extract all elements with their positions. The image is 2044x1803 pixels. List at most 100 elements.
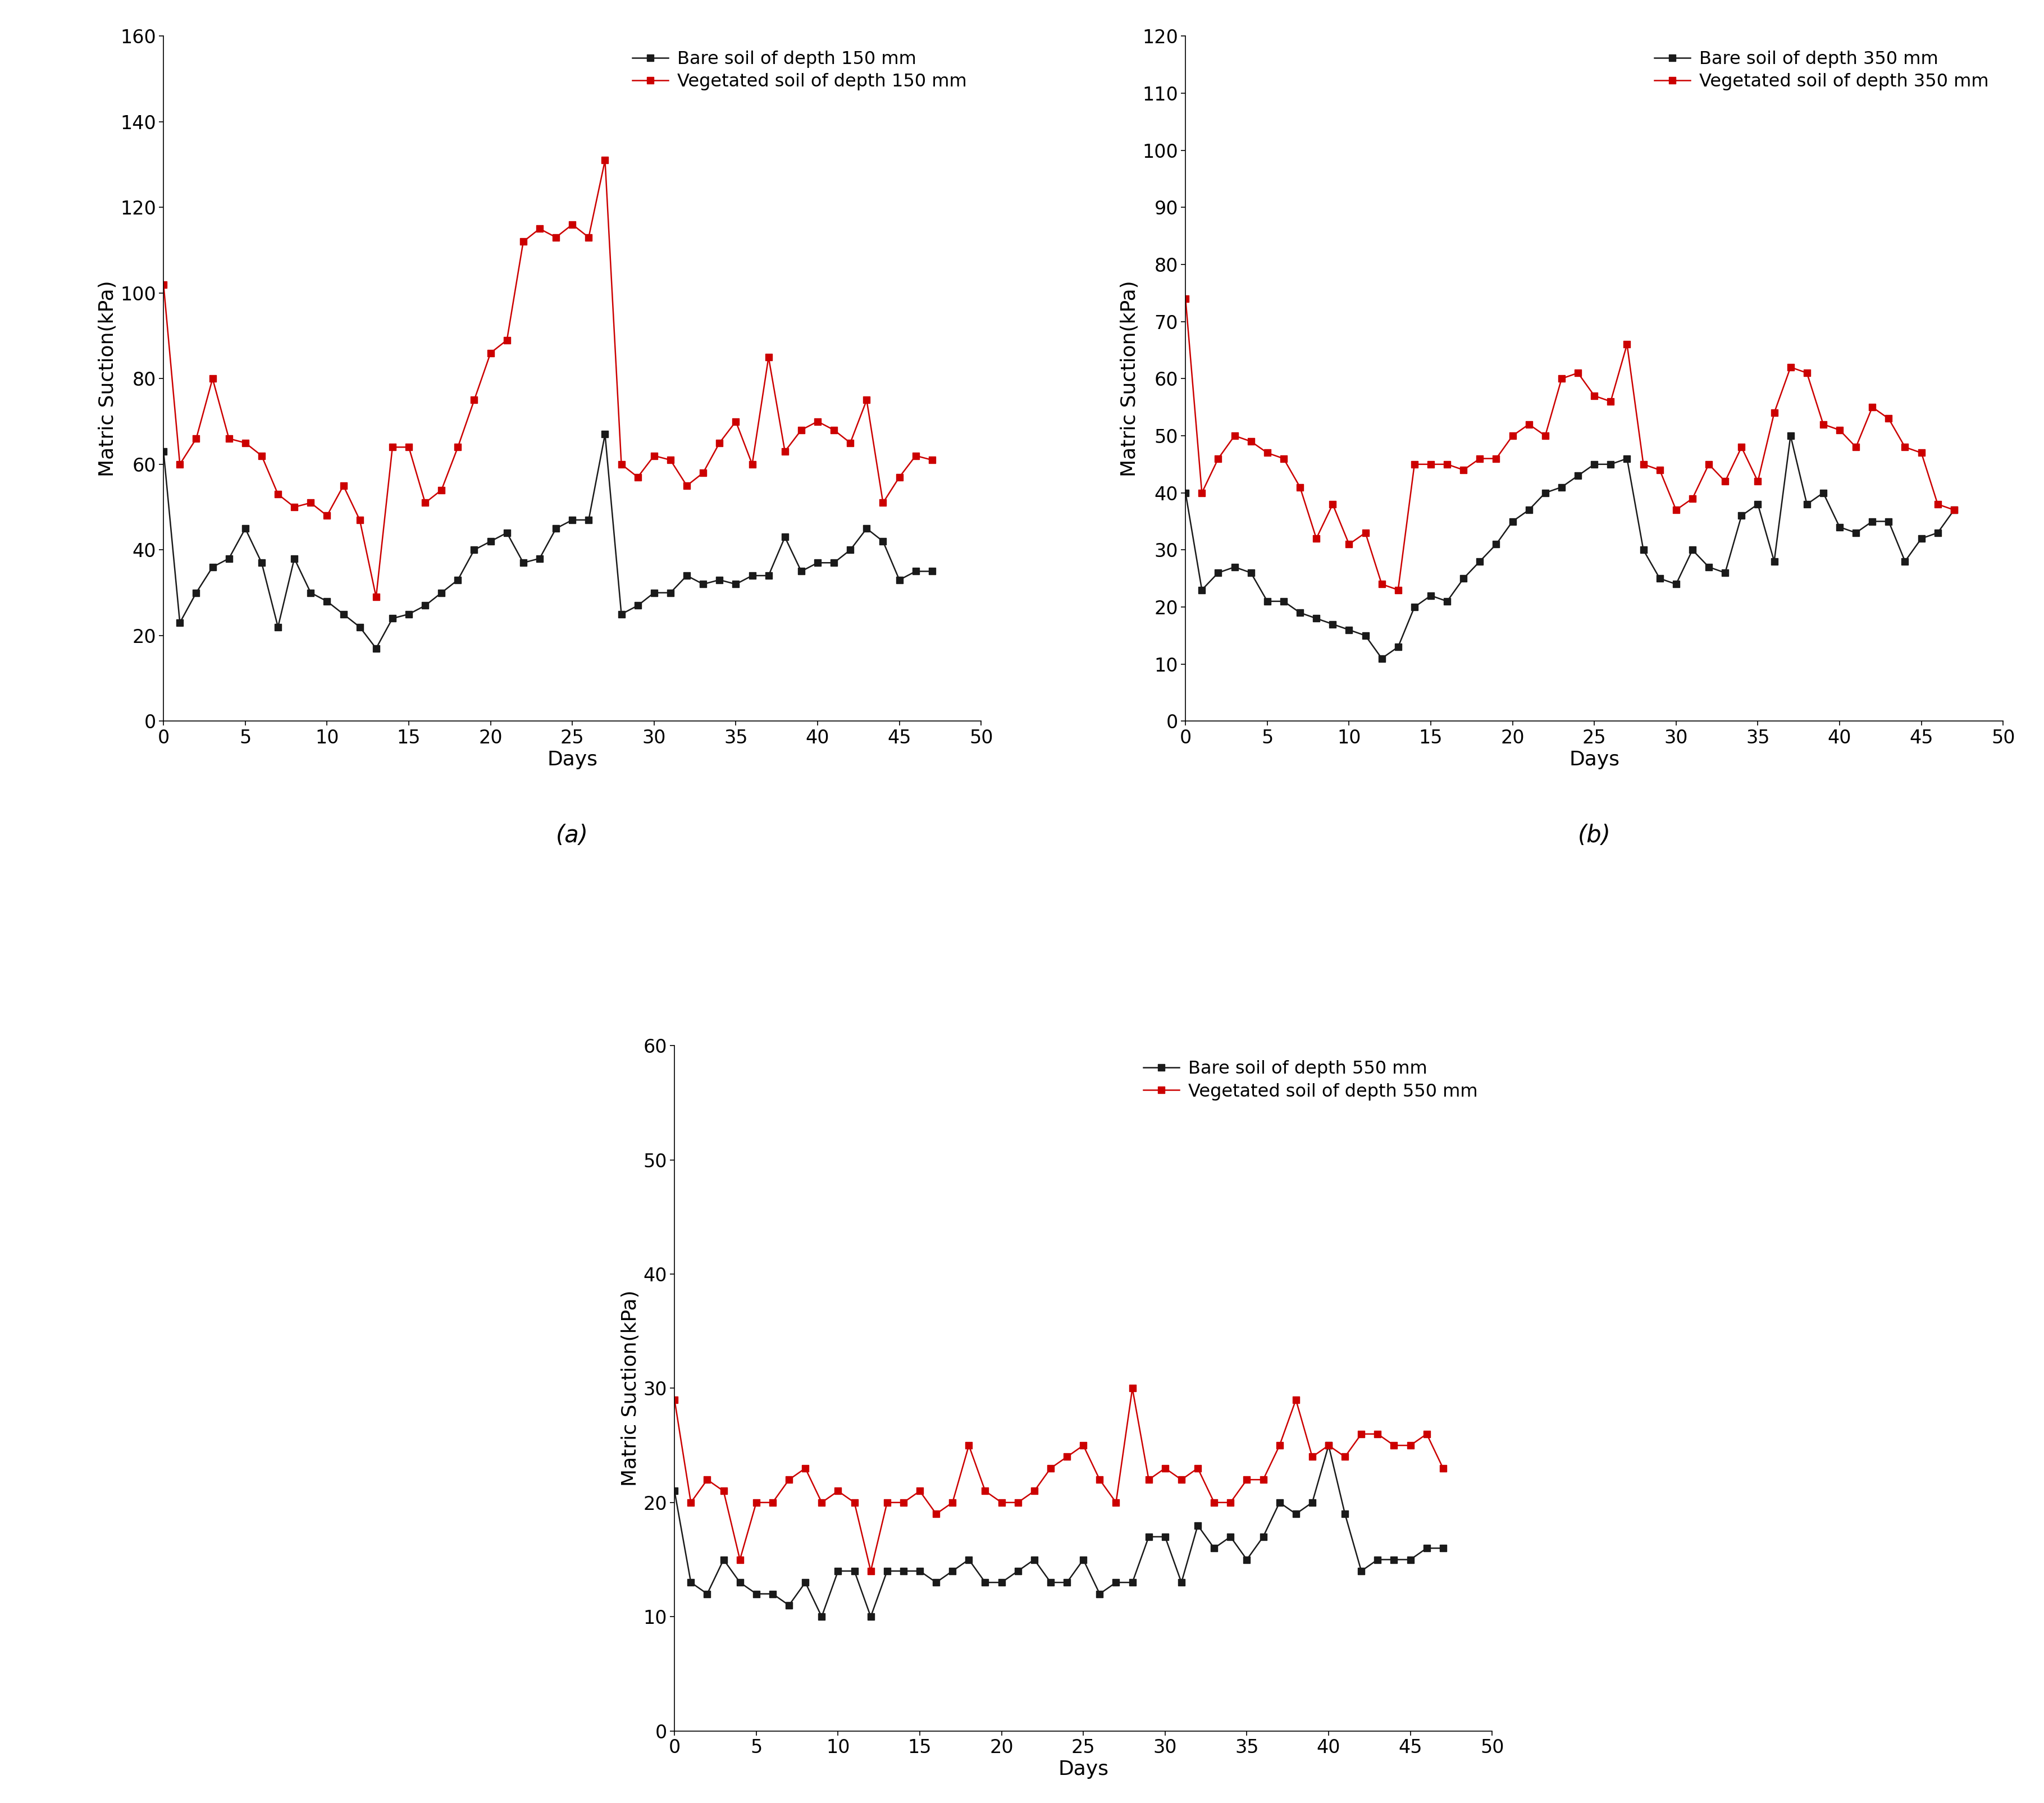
Bare soil of depth 350 mm [1582,454,1607,476]
Bare soil of depth 150 mm [462,539,486,561]
Bare soil of depth 550 mm [1284,1504,1308,1525]
Vegetated soil of depth 550 mm [1284,1388,1308,1410]
Bare soil of depth 550 mm [1071,1549,1096,1570]
Bare soil of depth 150 mm [871,530,895,552]
Bare soil of depth 550 mm [679,1572,703,1594]
Vegetated soil of depth 550 mm [1382,1435,1406,1457]
Vegetated soil of depth 150 mm [217,427,241,449]
Bare soil of depth 350 mm [1271,590,1296,611]
X-axis label: Days: Days [1059,1760,1108,1780]
Bare soil of depth 550 mm [989,1572,1014,1594]
Vegetated soil of depth 550 mm [711,1480,736,1502]
Vegetated soil of depth 550 mm [1022,1480,1047,1502]
Bare soil of depth 350 mm [1811,481,1836,503]
Bare soil of depth 150 mm [903,561,928,582]
Vegetated soil of depth 550 mm [1136,1469,1161,1491]
Bare soil of depth 350 mm [1402,597,1427,618]
Line: Bare soil of depth 150 mm: Bare soil of depth 150 mm [159,431,936,653]
Text: (a): (a) [556,824,589,847]
Legend: Bare soil of depth 150 mm, Vegetated soil of depth 150 mm: Bare soil of depth 150 mm, Vegetated soi… [628,45,973,96]
Vegetated soil of depth 350 mm [1844,436,1868,458]
Bare soil of depth 550 mm [1382,1549,1406,1570]
Bare soil of depth 150 mm [380,608,405,629]
Bare soil of depth 350 mm [1762,550,1786,572]
Bare soil of depth 150 mm [266,617,290,638]
Bare soil of depth 550 mm [908,1560,932,1581]
Bare soil of depth 350 mm [1664,573,1688,595]
Bare soil of depth 350 mm [1909,528,1934,550]
Vegetated soil of depth 350 mm [1811,413,1836,435]
Bare soil of depth 550 mm [662,1480,687,1502]
Bare soil of depth 150 mm [658,582,683,604]
Line: Bare soil of depth 550 mm: Bare soil of depth 550 mm [670,1442,1447,1621]
Bare soil of depth 150 mm [315,590,339,611]
Vegetated soil of depth 550 mm [1235,1469,1259,1491]
Bare soil of depth 150 mm [593,424,617,445]
Bare soil of depth 150 mm [773,526,797,548]
Vegetated soil of depth 350 mm [1909,442,1934,463]
Vegetated soil of depth 150 mm [609,453,634,474]
Bare soil of depth 550 mm [858,1606,883,1628]
Vegetated soil of depth 350 mm [1500,426,1525,447]
Bare soil of depth 150 mm [331,604,356,626]
Vegetated soil of depth 550 mm [826,1480,850,1502]
Vegetated soil of depth 150 mm [691,462,715,483]
Text: (b): (b) [1578,824,1611,847]
Vegetated soil of depth 150 mm [200,368,225,389]
Bare soil of depth 150 mm [347,617,372,638]
Bare soil of depth 350 mm [1598,454,1623,476]
Bare soil of depth 550 mm [1431,1538,1455,1560]
Vegetated soil of depth 350 mm [1729,436,1754,458]
Vegetated soil of depth 350 mm [1288,476,1312,498]
Bare soil of depth 150 mm [642,582,666,604]
Bare soil of depth 350 mm [1190,579,1214,600]
Vegetated soil of depth 150 mm [560,215,585,236]
Vegetated soil of depth 350 mm [1337,534,1361,555]
Vegetated soil of depth 350 mm [1631,454,1656,476]
Vegetated soil of depth 350 mm [1762,402,1786,424]
Bare soil of depth 150 mm [233,517,258,539]
Bare soil of depth 550 mm [891,1560,916,1581]
Vegetated soil of depth 150 mm [151,274,176,296]
Bare soil of depth 350 mm [1517,499,1541,521]
Vegetated soil of depth 150 mm [920,449,944,471]
Vegetated soil of depth 350 mm [1419,454,1443,476]
Vegetated soil of depth 550 mm [1333,1446,1357,1468]
Vegetated soil of depth 350 mm [1647,460,1672,481]
Vegetated soil of depth 350 mm [1320,494,1345,516]
Bare soil of depth 550 mm [1202,1538,1226,1560]
Bare soil of depth 150 mm [298,582,323,604]
Bare soil of depth 550 mm [1006,1560,1030,1581]
Vegetated soil of depth 550 mm [858,1560,883,1581]
Vegetated soil of depth 150 mm [544,227,568,249]
Line: Vegetated soil of depth 150 mm: Vegetated soil of depth 150 mm [159,157,936,600]
Vegetated soil of depth 350 mm [1680,487,1705,508]
Bare soil of depth 550 mm [1055,1572,1079,1594]
Vegetated soil of depth 550 mm [1055,1446,1079,1468]
Y-axis label: Matric Suction(kPa): Matric Suction(kPa) [1120,281,1139,476]
Vegetated soil of depth 350 mm [1598,391,1623,413]
Bare soil of depth 350 mm [1435,590,1459,611]
Bare soil of depth 150 mm [217,548,241,570]
Vegetated soil of depth 350 mm [1533,426,1558,447]
Vegetated soil of depth 550 mm [662,1388,687,1410]
Bare soil of depth 150 mm [184,582,208,604]
Bare soil of depth 150 mm [920,561,944,582]
Bare soil of depth 550 mm [842,1560,867,1581]
X-axis label: Days: Days [1570,750,1619,770]
Vegetated soil of depth 350 mm [1746,471,1770,492]
Vegetated soil of depth 550 mm [1006,1491,1030,1513]
Vegetated soil of depth 150 mm [756,346,781,368]
Vegetated soil of depth 150 mm [298,492,323,514]
Bare soil of depth 350 mm [1500,510,1525,532]
Vegetated soil of depth 150 mm [184,427,208,449]
Bare soil of depth 350 mm [1844,523,1868,545]
Bare soil of depth 550 mm [957,1549,981,1570]
Vegetated soil of depth 150 mm [724,411,748,433]
Vegetated soil of depth 150 mm [773,440,797,462]
Bare soil of depth 150 mm [854,517,879,539]
Vegetated soil of depth 550 mm [1349,1423,1374,1444]
Bare soil of depth 350 mm [1206,563,1230,584]
Bare soil of depth 550 mm [875,1560,899,1581]
Bare soil of depth 550 mm [973,1572,997,1594]
